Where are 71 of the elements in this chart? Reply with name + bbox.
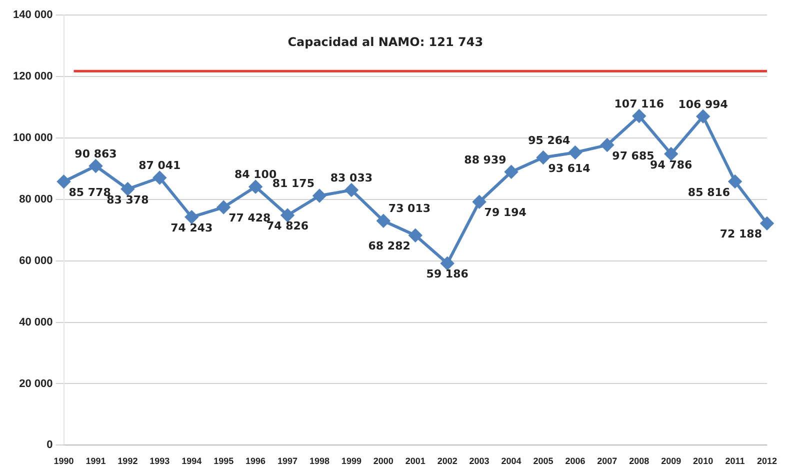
x-tick-label: 1998 [309,456,330,466]
data-label: 79 194 [484,206,527,220]
point [632,110,646,123]
point [344,184,358,197]
y-tick-label: 60 000 [19,254,53,267]
data-label: 107 116 [614,97,664,110]
data-label: 81 175 [272,177,314,190]
x-tick-label: 2003 [469,456,490,466]
x-tick-label: 1997 [278,456,298,466]
x-tick-label: 2008 [629,456,650,466]
data-label: 85 816 [688,186,730,199]
x-tick-label: 1994 [182,456,202,466]
y-tick-label: 80 000 [19,193,53,206]
data-label: 87 041 [138,159,181,172]
point [89,159,102,172]
point [281,208,294,222]
y-tick-label: 40 000 [19,316,53,328]
x-tick-label: 2000 [373,456,394,466]
data-label: 83 033 [330,171,373,184]
x-tick-label: 2004 [501,456,522,466]
data-label: 90 863 [74,147,117,160]
point [728,175,742,188]
point [121,182,134,196]
data-label: 88 939 [464,153,506,166]
data-label: 68 282 [368,240,410,253]
point [568,146,582,159]
point [376,214,390,228]
x-tick-label: 2001 [405,456,426,466]
y-tick-label: 20 000 [19,378,53,390]
x-tick-label: 2012 [756,456,778,466]
point [472,195,486,208]
data-label: 59 186 [426,268,469,281]
point [249,180,262,194]
x-tick-label: 1991 [86,456,106,466]
data-label: 106 994 [678,98,728,111]
point [408,228,422,242]
point [664,147,678,160]
x-tick-label: 1993 [150,456,170,466]
point [536,151,550,164]
x-tick-label: 2011 [725,456,745,466]
data-label: 74 243 [170,221,213,234]
point [440,256,454,270]
x-tick-label: 2009 [661,456,682,466]
x-tick-label: 1990 [54,456,74,466]
y-tick-label: 0 [46,439,53,452]
data-label: 73 013 [388,202,431,216]
point [312,189,326,202]
point [504,165,518,178]
x-tick-label: 2010 [693,456,714,466]
y-tick-label: 140 000 [12,9,53,22]
x-tick-label: 1996 [246,456,266,466]
point [760,216,774,230]
ref-line-label: Capacidad al NAMO: 121 743 [288,35,484,50]
point [185,210,198,224]
y-tick-label: 120 000 [12,70,53,82]
y-tick-label: 100 000 [12,132,53,144]
data-label: 93 614 [548,162,591,175]
point [153,171,166,184]
data-label: 95 264 [528,134,571,147]
point [600,138,614,152]
x-tick-label: 1992 [118,456,138,466]
x-tick-label: 2007 [597,456,618,466]
point [696,110,710,123]
x-tick-label: 2005 [533,456,554,466]
x-tick-label: 1999 [341,456,362,466]
x-tick-label: 2006 [565,456,586,466]
x-tick-label: 2002 [437,456,458,466]
data-label: 72 188 [720,228,762,241]
x-tick-label: 1995 [214,456,234,466]
point [217,200,230,214]
point [57,175,70,188]
